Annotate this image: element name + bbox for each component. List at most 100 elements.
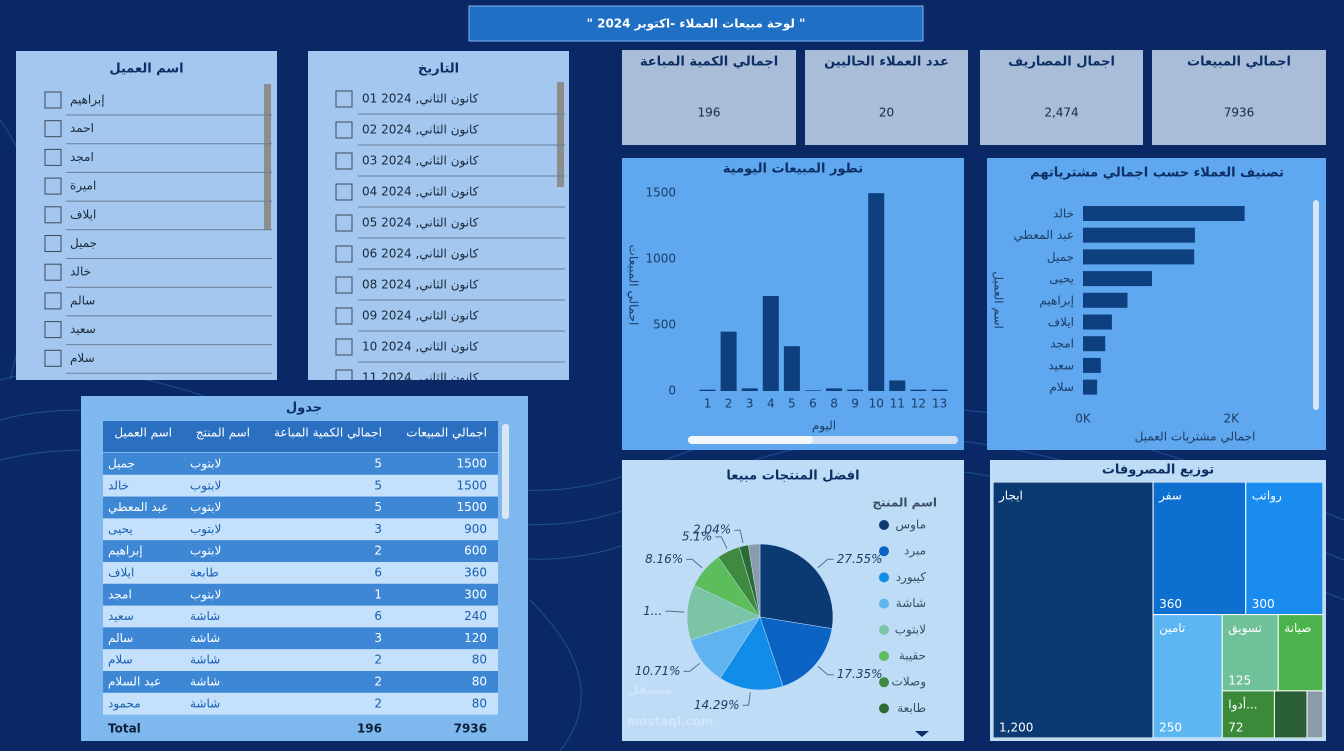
- table-total-sales: 7936: [454, 722, 487, 736]
- table-cell: جميل: [108, 457, 135, 471]
- table-cell: 1500: [456, 457, 487, 471]
- x-tick-label: 0K: [1075, 412, 1092, 426]
- watermark: mostaql.com: [627, 715, 714, 729]
- tile-value: 125: [1228, 673, 1251, 687]
- leader-line: [715, 536, 728, 549]
- slicer-item: كانون الثاني, 2024 06: [362, 247, 479, 262]
- column-header: اسم العميل: [114, 426, 172, 440]
- leader-line: [686, 558, 703, 569]
- kpi-label: اجمالي المبيعات: [1187, 55, 1291, 70]
- kpi-label: اجمالي الكمية المباعة: [640, 55, 778, 70]
- table-cell: 2: [374, 675, 382, 689]
- table-cell: يحيى: [108, 522, 133, 536]
- table-cell: سلام: [108, 653, 133, 667]
- leader-line: [683, 663, 701, 672]
- tile-value: 250: [1159, 721, 1182, 735]
- slicer-items: إبراهيم احمد امجد اميرة ايلاف جميل خالد سالم سعي…: [44, 91, 272, 374]
- x-tick-label: 1: [704, 397, 712, 411]
- tile-label: ايجار: [998, 489, 1023, 504]
- y-tick-label: 500: [653, 318, 676, 332]
- tile-label: سفر: [1158, 489, 1182, 504]
- slicer-item: كانون الثاني, 2024 03: [362, 154, 479, 169]
- table-row: [103, 583, 498, 606]
- x-tick-label: 5: [788, 397, 796, 411]
- table-cell: 1: [374, 587, 382, 601]
- bar: [720, 331, 737, 391]
- checkbox[interactable]: [44, 235, 62, 252]
- tile-label: رواتب: [1252, 489, 1282, 504]
- table-cell: 900: [464, 522, 487, 536]
- checkbox[interactable]: [44, 120, 62, 138]
- chart-title: توزيع المصروفات: [1102, 463, 1214, 478]
- daily-chart-panel: [622, 158, 964, 450]
- customer-chart-panel: [987, 158, 1326, 450]
- slicer-title: التاريخ: [418, 62, 459, 77]
- y-tick-label: ايلاف: [1048, 315, 1074, 329]
- checkbox[interactable]: [335, 369, 353, 386]
- table-row: [103, 605, 498, 628]
- leader-line: [817, 665, 834, 676]
- x-tick-label: 9: [851, 397, 859, 411]
- checkbox[interactable]: [44, 177, 62, 195]
- tile-label: تسويق: [1228, 621, 1262, 636]
- legend-label: شاشة: [896, 596, 926, 610]
- kpi-card: [622, 50, 796, 145]
- checkbox[interactable]: [44, 349, 62, 367]
- scrollbar: [502, 424, 509, 519]
- checkbox[interactable]: [335, 90, 353, 108]
- legend-label: كيبورد: [896, 570, 927, 585]
- tile-label: صيانة: [1284, 621, 1311, 635]
- checkbox[interactable]: [335, 338, 353, 356]
- checkbox[interactable]: [335, 121, 353, 139]
- slicer-item: جميل: [70, 236, 97, 250]
- checkbox[interactable]: [335, 152, 353, 170]
- checkbox[interactable]: [44, 148, 62, 166]
- table-cell: شاشة: [190, 653, 220, 667]
- checkbox[interactable]: [44, 263, 62, 281]
- x-tick-label: 2K: [1224, 412, 1241, 426]
- table-cell: 1500: [456, 478, 487, 492]
- slicer-item: إبراهيم: [70, 93, 105, 108]
- table-row: [103, 453, 498, 475]
- legend-marker: [879, 520, 889, 530]
- legend-scroll-arrow: [915, 731, 929, 737]
- table-cell: لابتوب: [190, 587, 221, 602]
- checkbox[interactable]: [44, 206, 62, 224]
- bar: [889, 380, 906, 391]
- bar: [699, 389, 716, 391]
- table-cell: ايلاف: [108, 566, 134, 580]
- checkbox[interactable]: [335, 245, 353, 263]
- table-cell: لابتوب: [190, 478, 221, 493]
- data-label: 1...: [643, 604, 662, 618]
- table-cell: 5: [374, 457, 382, 471]
- leader-line: [734, 529, 744, 544]
- table-cell: محمود: [108, 696, 141, 711]
- checkbox[interactable]: [335, 214, 353, 232]
- table-row: [103, 649, 498, 671]
- x-tick-label: 2: [725, 397, 733, 411]
- checkbox[interactable]: [335, 307, 353, 325]
- bar: [1083, 314, 1112, 330]
- y-tick-label: امجد: [1050, 337, 1074, 351]
- kpi-label: عدد العملاء الحاليين: [824, 55, 949, 70]
- table-cell: 80: [472, 653, 487, 667]
- x-tick-label: 10: [869, 397, 884, 411]
- checkbox[interactable]: [335, 276, 353, 294]
- slicer-items: كانون الثاني, 2024 01 كانون الثاني, 2024 …: [335, 90, 565, 386]
- table-cell: 2: [374, 653, 382, 667]
- checkbox[interactable]: [44, 91, 62, 109]
- bar: [847, 389, 864, 391]
- treemap: ايجار 1,200 سفر 360 رواتب 300 تامين 250 تسويق 125…: [993, 482, 1323, 738]
- x-tick-label: 6: [809, 397, 817, 411]
- x-axis-label: اجمالي مشتريات العميل: [1135, 430, 1256, 445]
- table-row: [103, 540, 498, 562]
- bar: [783, 346, 800, 391]
- table-title: جدول: [286, 401, 322, 416]
- checkbox[interactable]: [44, 292, 62, 310]
- x-tick-label: 8: [830, 397, 838, 411]
- checkbox[interactable]: [335, 183, 353, 201]
- checkbox[interactable]: [44, 321, 62, 339]
- tile-label: أدوا...: [1228, 696, 1257, 712]
